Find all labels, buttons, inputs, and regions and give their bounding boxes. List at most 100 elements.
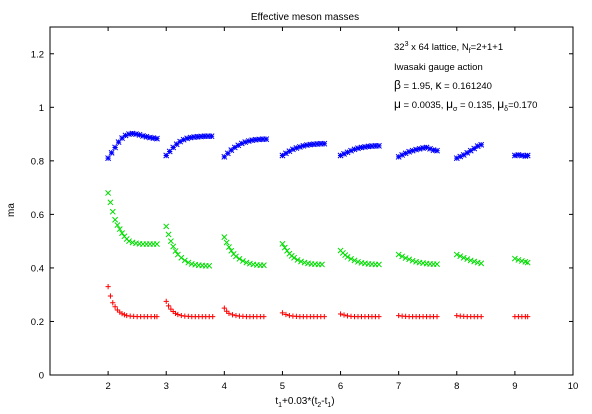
data-point-series-0	[341, 150, 347, 157]
data-point-series-1	[457, 253, 464, 260]
chart-title: Effective meson masses	[251, 12, 359, 23]
data-point-series-0	[317, 140, 324, 147]
annotation-gauge-action: Iwasaki gauge action	[394, 62, 483, 73]
plot-frame	[49, 26, 574, 376]
data-point-series-1	[471, 258, 478, 265]
data-point-series-0	[177, 138, 184, 145]
data-point-series-0	[303, 142, 310, 149]
data-point-series-1	[172, 248, 179, 255]
data-point-series-1	[301, 259, 308, 266]
data-point-series-2	[478, 314, 484, 320]
data-point-series-2	[175, 311, 181, 318]
data-point-series-1	[105, 190, 112, 196]
data-point-series-0	[112, 144, 119, 151]
data-point-series-0	[310, 141, 317, 148]
data-point-series-2	[112, 304, 118, 310]
data-point-series-1	[107, 199, 114, 206]
data-point-series-0	[337, 152, 344, 159]
y-tick-label: 0.6	[31, 210, 44, 221]
data-point-series-0	[372, 142, 379, 149]
data-point-series-0	[208, 133, 215, 140]
y-tick-label: 1	[39, 103, 44, 114]
data-point-series-2	[261, 314, 267, 320]
data-point-series-0	[170, 144, 177, 151]
data-point-series-0	[518, 152, 525, 159]
data-point-series-0	[245, 138, 252, 144]
data-point-series-0	[351, 146, 358, 153]
data-point-series-2	[233, 312, 239, 319]
data-point-series-1	[409, 257, 416, 264]
data-point-series-0	[474, 143, 481, 150]
data-point-series-0	[115, 139, 122, 146]
data-point-series-2	[226, 310, 232, 317]
data-point-series-2	[454, 312, 460, 319]
data-point-series-1	[163, 223, 170, 230]
data-point-series-1	[228, 247, 235, 254]
data-point-series-0	[464, 149, 471, 156]
data-point-series-2	[107, 293, 114, 299]
data-point-series-2	[279, 310, 286, 316]
data-point-series-1	[518, 258, 525, 264]
data-point-series-0	[524, 152, 531, 159]
annotation-beta-kappa: β = 1.95, κ = 0.161240	[394, 78, 492, 92]
data-point-series-1	[474, 259, 481, 266]
data-point-series-1	[170, 243, 177, 250]
data-point-series-1	[246, 260, 253, 267]
data-point-series-1	[223, 239, 230, 246]
data-point-series-1	[109, 208, 116, 215]
data-point-series-2	[229, 312, 236, 318]
data-point-series-0	[399, 152, 406, 158]
data-point-series-0	[259, 136, 266, 143]
data-point-series-0	[224, 150, 231, 157]
data-point-series-1	[206, 262, 213, 269]
x-axis-label: t1+0.03*(t2-t1)	[275, 396, 334, 409]
annotation-mu: μ = 0.0035, μσ = 0.135, μδ=0.170	[394, 97, 537, 113]
data-point-series-0	[511, 152, 518, 159]
data-point-series-0	[314, 141, 321, 147]
data-point-series-2	[525, 314, 531, 320]
data-point-series-1	[181, 257, 188, 264]
x-tick-label: 6	[338, 381, 343, 392]
data-point-series-1	[126, 238, 132, 245]
data-point-series-0	[153, 135, 160, 142]
data-point-series-0	[300, 142, 307, 149]
data-point-series-0	[180, 136, 187, 143]
data-point-series-0	[166, 148, 173, 155]
data-point-series-0	[430, 147, 437, 154]
data-point-series-1	[279, 240, 286, 247]
data-point-series-0	[478, 141, 485, 148]
data-point-series-0	[140, 132, 146, 139]
annotation-lattice: 323 x 64 lattice, Nf=2+1+1	[394, 41, 503, 55]
data-point-series-1	[119, 230, 126, 237]
x-tick-label: 3	[164, 381, 169, 392]
y-tick-label: 0.8	[31, 156, 44, 167]
data-point-series-2	[221, 305, 227, 311]
data-point-series-2	[172, 310, 179, 317]
data-point-series-2	[124, 312, 130, 319]
data-point-series-2	[210, 314, 216, 320]
parameter-annotation: 323 x 64 lattice, Nf=2+1+1 Iwasaki gauge…	[394, 41, 537, 113]
y-tick-label: 0.2	[31, 317, 44, 328]
data-point-series-1	[291, 254, 298, 261]
y-tick-label: 0.4	[31, 263, 44, 274]
data-point-series-1	[375, 261, 382, 268]
data-point-series-2	[163, 298, 169, 304]
data-point-series-2	[154, 314, 160, 320]
data-point-series-1	[221, 234, 228, 241]
data-point-series-0	[150, 135, 157, 142]
data-point-series-1	[402, 255, 409, 261]
data-point-series-0	[406, 148, 413, 155]
y-axis-label: ma	[6, 203, 17, 217]
data-point-series-0	[515, 152, 522, 158]
data-point-series-1	[185, 259, 192, 266]
data-point-series-0	[457, 153, 464, 160]
data-point-series-0	[143, 133, 150, 140]
data-point-series-2	[105, 284, 111, 290]
data-point-series-0	[358, 144, 365, 151]
data-point-series-1	[116, 226, 123, 233]
data-point-series-0	[191, 134, 198, 140]
data-point-series-1	[351, 257, 358, 264]
data-point-series-2	[337, 311, 344, 317]
y-tick-label: 1.2	[31, 49, 44, 60]
